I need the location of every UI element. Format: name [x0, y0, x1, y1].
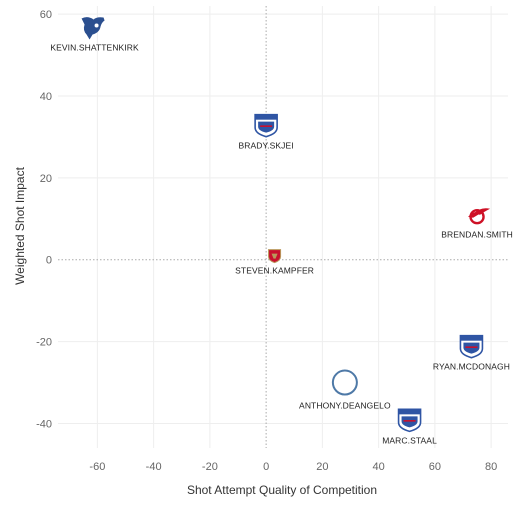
crest-detail	[271, 253, 278, 259]
blues-logo-icon	[81, 17, 105, 40]
x-tick-label: -60	[89, 461, 105, 473]
grid	[58, 6, 508, 448]
shield-body	[401, 416, 418, 428]
y-axis-title: Weighted Shot Impact	[13, 166, 27, 285]
panthers-logo-icon	[268, 249, 282, 264]
x-axis-title: Shot Attempt Quality of Competition	[187, 483, 377, 497]
shield-band	[398, 409, 421, 415]
y-tick-label: 60	[40, 9, 52, 21]
x-tick-label: 20	[316, 461, 328, 473]
y-tick-label: 0	[46, 255, 52, 267]
axis-ticks: -60 -40 -20 0 20 40 60 80 -40 -20 0 20 40 60	[36, 9, 497, 473]
data-points: KEVIN.SHATTENKIRK BRADY.SKJEI BRENDAN.SMIT…	[50, 17, 513, 445]
rangers-logo-icon	[459, 334, 484, 359]
point-anthony-deangelo: ANTHONY.DEANGELO	[299, 369, 391, 411]
rangers-logo-icon	[254, 113, 278, 138]
wing-shape	[468, 211, 484, 218]
point-ryan-mcdonagh: RYAN.MCDONAGH	[433, 334, 510, 372]
reference-lines	[58, 6, 508, 448]
shield-body	[463, 342, 480, 354]
note-hole	[94, 23, 99, 28]
point-label: MARC.STAAL	[382, 435, 437, 445]
x-tick-label: 0	[263, 461, 269, 473]
point-label: STEVEN.KAMPFER	[235, 266, 314, 276]
shield-band	[255, 114, 278, 120]
shield-body	[258, 121, 275, 133]
x-tick-label: 40	[373, 461, 385, 473]
point-label: KEVIN.SHATTENKIRK	[50, 42, 139, 52]
point-marc-staal: MARC.STAAL	[382, 408, 437, 445]
point-brendan-smith: BRENDAN.SMITH	[441, 208, 513, 240]
x-tick-label: -40	[146, 461, 162, 473]
point-steven-kampfer: STEVEN.KAMPFER	[235, 249, 314, 276]
open-circle-logo-icon	[331, 369, 358, 396]
point-label: ANTHONY.DEANGELO	[299, 401, 391, 411]
point-label: BRADY.SKJEI	[238, 141, 293, 151]
rangers-logo-icon	[397, 408, 422, 433]
point-kevin-shattenkirk: KEVIN.SHATTENKIRK	[50, 17, 139, 52]
point-brady-skjei: BRADY.SKJEI	[238, 113, 294, 151]
shield-band	[460, 335, 483, 341]
y-tick-label: -40	[36, 418, 52, 430]
x-tick-label: 80	[485, 461, 497, 473]
y-tick-label: 20	[40, 173, 52, 185]
y-tick-label: 40	[40, 91, 52, 103]
circle-marker	[331, 369, 358, 396]
x-tick-label: 60	[429, 461, 441, 473]
x-tick-label: -20	[202, 461, 218, 473]
red-wings-logo-icon	[468, 208, 491, 225]
point-label: BRENDAN.SMITH	[441, 230, 513, 240]
note-shape	[81, 17, 105, 40]
y-tick-label: -20	[36, 337, 52, 349]
point-label: RYAN.MCDONAGH	[433, 362, 510, 372]
